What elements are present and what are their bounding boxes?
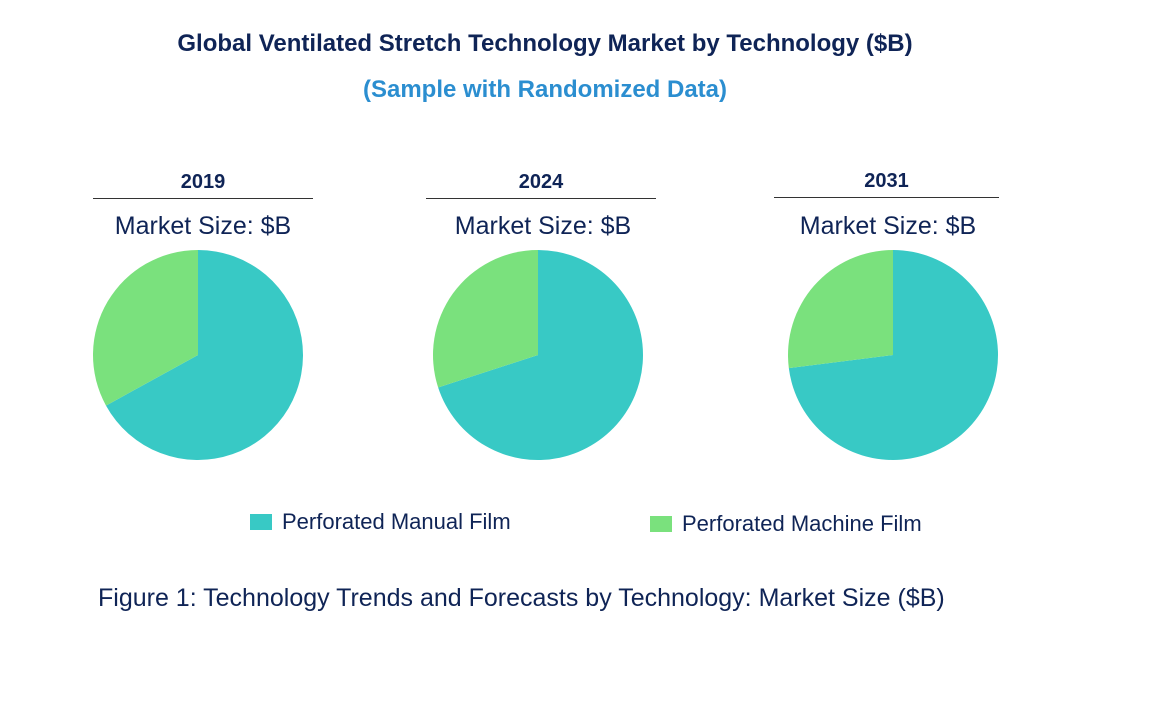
pie-year-2019: 2019 <box>93 171 313 199</box>
legend-swatch-manual <box>250 514 272 530</box>
pie-slice-2024-manual <box>438 250 643 460</box>
legend-label-machine: Perforated Machine Film <box>682 511 922 536</box>
pie-slice-2031-manual <box>788 250 998 460</box>
figure-caption: Figure 1: Technology Trends and Forecast… <box>98 584 945 612</box>
legend-item-manual: Perforated Manual Film <box>250 509 511 535</box>
legend-item-machine: Perforated Machine Film <box>650 511 922 537</box>
chart-title: Global Ventilated Stretch Technology Mar… <box>177 30 913 57</box>
pie-2031 <box>788 250 998 460</box>
pie-slice-2031-machine <box>788 250 893 369</box>
pie-label-2019: Market Size: $B <box>114 212 292 240</box>
pie-slice-2024-machine <box>433 250 538 388</box>
legend-swatch-machine <box>650 516 672 532</box>
legend-label-manual: Perforated Manual Film <box>282 509 511 534</box>
pie-2019 <box>92 250 304 460</box>
chart-subtitle: (Sample with Randomized Data) <box>362 76 728 103</box>
pie-2024 <box>433 250 643 460</box>
pie-year-2024: 2024 <box>426 171 656 199</box>
pie-slice-2019-machine <box>92 250 198 406</box>
pie-year-2031: 2031 <box>774 170 999 198</box>
pie-label-2024: Market Size: $B <box>454 212 632 240</box>
pie-label-2031: Market Size: $B <box>799 212 977 240</box>
pie-slice-2019-manual <box>105 250 304 460</box>
